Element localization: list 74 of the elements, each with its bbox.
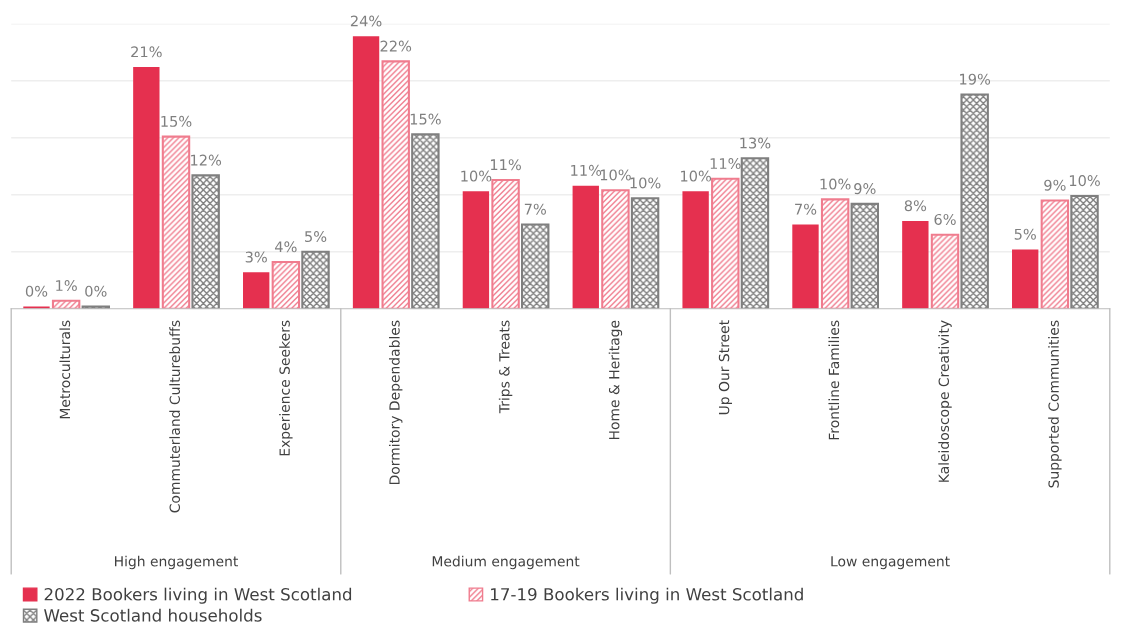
data-label: 10% [600,169,631,181]
data-label: 0% [25,285,48,297]
x-tick-label: Up Our Street [718,320,733,415]
bar [601,189,630,309]
data-label: 10% [461,170,492,182]
data-label: 11% [490,159,521,171]
data-label: 5% [1014,228,1036,240]
bar [630,197,660,309]
bar [462,191,490,309]
data-label: 19% [960,73,991,85]
x-tick-label: Commuterland Culturebuffs [169,320,181,513]
data-label: 7% [795,203,817,215]
bar [271,261,301,309]
bar [1040,199,1070,309]
bar [850,202,880,309]
data-label: 1% [56,280,77,292]
bar [161,135,191,309]
data-label: 0% [85,285,107,297]
bar [521,223,550,309]
data-label: 21% [131,46,162,58]
bar [820,198,850,309]
bar [960,93,989,309]
data-label: 22% [380,40,412,52]
text: Low engagement [831,556,950,570]
x-tick-label: Metroculturals [59,320,71,419]
bar [411,133,440,309]
x-tick-label: Kaleidoscope Creativity [938,320,952,482]
data-label: 7% [524,203,546,215]
x-tick-label: Frontline Families [828,320,840,440]
data-label: 15% [161,115,192,127]
x-tick-label: Supported Communities [1048,320,1062,488]
data-label: 5% [305,230,327,243]
data-label: 11% [571,164,602,176]
data-label: 12% [191,154,222,166]
data-label: 8% [904,200,927,212]
data-label: 10% [630,177,661,189]
bar [740,157,770,309]
data-label: 10% [820,178,851,190]
legend-label: West Scotland households [44,608,262,622]
data-label: 9% [1044,179,1066,191]
x-tick-label: Home & Heritage [608,320,623,440]
bar [902,221,929,309]
bar [491,178,520,309]
data-label: 3% [245,251,267,263]
data-label: 24% [350,15,382,27]
bar [381,60,410,309]
x-tick-label: Trips & Treats [498,320,513,414]
bar [930,233,960,309]
data-label: 13% [740,137,771,149]
data-label: 10% [1069,175,1100,187]
x-tick-label: Experience Seekers [279,320,293,456]
bar [352,36,380,309]
data-label: 10% [681,170,712,182]
bar [243,272,270,309]
bar [81,305,111,309]
legend-label: 2022 Bookers living in West Scotland [44,587,352,604]
legend-label: 17-19 Bookers living in West Scotland [491,587,803,604]
bar [572,185,599,309]
bar [301,250,330,309]
bar [682,191,709,309]
bar [133,67,160,309]
data-label: 4% [275,241,297,253]
text: Medium engagement [432,555,580,570]
bar [711,177,740,309]
x-tick-label: Dormitory Dependables [388,320,403,485]
bar [1070,194,1099,309]
data-label: 11% [710,158,741,170]
data-label: 15% [410,113,441,125]
text: High engagement [115,555,239,570]
bar [792,224,819,309]
bar [191,174,220,309]
data-label: 9% [854,183,876,195]
data-label: 6% [934,213,956,225]
bar [1012,249,1039,309]
